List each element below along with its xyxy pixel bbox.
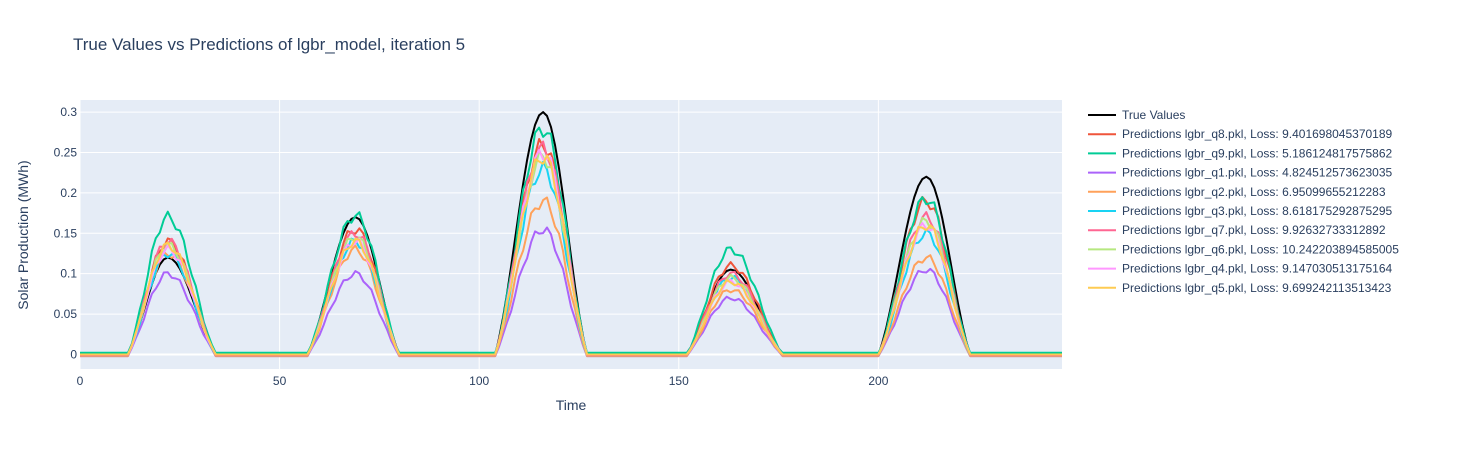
legend-item[interactable]: Predictions lgbr_q4.pkl, Loss: 9.1470305…: [1088, 262, 1393, 276]
legend-item[interactable]: Predictions lgbr_q3.pkl, Loss: 8.6181752…: [1088, 204, 1393, 218]
y-tick-label: 0.05: [54, 307, 78, 321]
x-tick-label: 200: [868, 374, 888, 388]
x-tick-label: 100: [469, 374, 489, 388]
y-axis-ticks: 0 0.05 0.1 0.15 0.2 0.25 0.3: [54, 105, 78, 361]
series-lines: [80, 111, 1062, 358]
y-axis-title: Solar Production (MWh): [15, 160, 31, 309]
x-axis-ticks: 0 50 100 150 200: [77, 374, 889, 388]
legend-item[interactable]: Predictions lgbr_q1.pkl, Loss: 4.8245125…: [1088, 166, 1393, 180]
legend-label: Predictions lgbr_q4.pkl, Loss: 9.1470305…: [1122, 262, 1393, 276]
legend-label: Predictions lgbr_q5.pkl, Loss: 9.6992421…: [1122, 281, 1392, 295]
y-tick-label: 0: [70, 347, 77, 361]
y-tick-label: 0.3: [60, 105, 77, 119]
legend-label: Predictions lgbr_q3.pkl, Loss: 8.6181752…: [1122, 204, 1393, 218]
chart-title: True Values vs Predictions of lgbr_model…: [73, 35, 465, 54]
legend-item[interactable]: Predictions lgbr_q5.pkl, Loss: 9.6992421…: [1088, 281, 1392, 295]
y-tick-label: 0.25: [54, 146, 78, 160]
x-tick-label: 50: [273, 374, 287, 388]
x-axis-title: Time: [556, 397, 587, 413]
legend-label: True Values: [1122, 108, 1185, 122]
legend-label: Predictions lgbr_q6.pkl, Loss: 10.242203…: [1122, 242, 1399, 256]
legend-label: Predictions lgbr_q7.pkl, Loss: 9.9263273…: [1122, 223, 1386, 237]
legend-item[interactable]: True Values: [1088, 108, 1185, 122]
legend-item[interactable]: Predictions lgbr_q9.pkl, Loss: 5.1861248…: [1088, 146, 1393, 160]
legend-item[interactable]: Predictions lgbr_q6.pkl, Loss: 10.242203…: [1088, 242, 1399, 256]
legend-label: Predictions lgbr_q2.pkl, Loss: 6.9509965…: [1122, 185, 1386, 199]
y-tick-label: 0.1: [60, 267, 77, 281]
legend-item[interactable]: Predictions lgbr_q8.pkl, Loss: 9.4016980…: [1088, 127, 1393, 141]
legend-label: Predictions lgbr_q8.pkl, Loss: 9.4016980…: [1122, 127, 1393, 141]
legend-label: Predictions lgbr_q1.pkl, Loss: 4.8245125…: [1122, 166, 1393, 180]
legend-item[interactable]: Predictions lgbr_q7.pkl, Loss: 9.9263273…: [1088, 223, 1386, 237]
y-tick-label: 0.2: [60, 186, 77, 200]
x-tick-label: 0: [77, 374, 84, 388]
legend[interactable]: True Values Predictions lgbr_q8.pkl, Loss…: [1088, 108, 1399, 295]
x-tick-label: 150: [669, 374, 689, 388]
plot-area: [80, 100, 1062, 369]
legend-label: Predictions lgbr_q9.pkl, Loss: 5.1861248…: [1122, 146, 1393, 160]
series-line: [80, 154, 1062, 356]
y-tick-label: 0.15: [54, 226, 78, 240]
legend-item[interactable]: Predictions lgbr_q2.pkl, Loss: 6.9509965…: [1088, 185, 1386, 199]
